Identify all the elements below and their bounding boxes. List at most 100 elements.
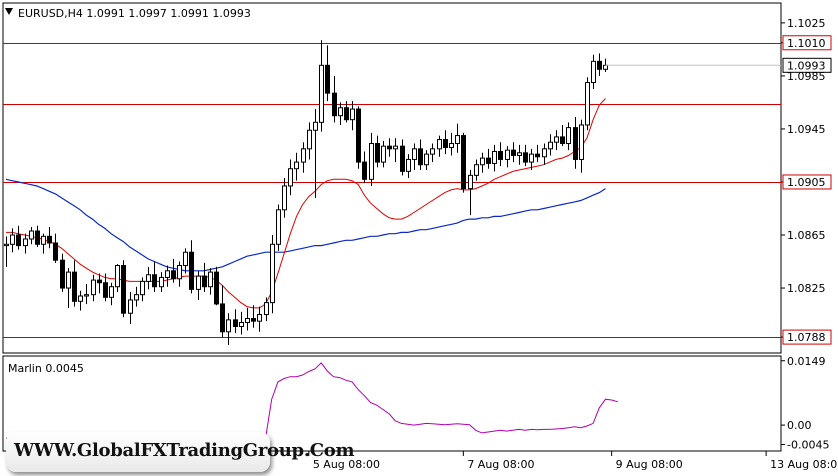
candle-bull [282, 185, 287, 211]
candle-bear [251, 318, 256, 322]
candle-bull [146, 274, 151, 282]
candle-bull [84, 294, 89, 297]
candle-bull [294, 161, 299, 170]
candle-bear [72, 271, 77, 302]
candle-bull [338, 107, 343, 117]
candle-bear [121, 265, 126, 314]
candle-bull [301, 148, 306, 163]
candle-bear [535, 153, 540, 158]
candle-bear [233, 319, 238, 327]
watermark-box [6, 432, 270, 472]
candle-bull [492, 150, 497, 164]
candle-bull [270, 243, 275, 304]
candle-bear [486, 157, 491, 164]
price-tick-label: 1.0905 [787, 176, 826, 189]
candle-bear [356, 108, 361, 163]
candle-bull [239, 322, 244, 327]
price-tick-label: 1.1010 [787, 37, 826, 50]
candle-bull [455, 135, 460, 145]
candle-bull [393, 145, 398, 150]
candle-bear [171, 270, 176, 280]
candle-bear [332, 92, 337, 117]
candle-bull [369, 143, 374, 180]
candle-bull [140, 280, 145, 296]
candle-bull [585, 82, 590, 126]
symbol-header: EURUSD,H4 1.0991 1.0997 1.0991 1.0993 [18, 7, 251, 20]
candle-bull [276, 209, 281, 245]
candle-bull [165, 270, 170, 278]
candle-bull [542, 148, 547, 158]
price-tick-label: 1.0985 [787, 70, 826, 83]
price-axis: 1.1025 1.1010 1.0985 1.0945 1.0905 1.0865 1.08… [605, 17, 832, 345]
candle-bear [400, 145, 405, 172]
time-tick-label: 5 Aug 08:00 [313, 458, 380, 471]
candle-bear [97, 279, 102, 284]
indicator-tick-label: 0.00 [787, 419, 812, 432]
candle-bear [214, 271, 219, 305]
candle-bull [264, 302, 269, 316]
price-tick-label: 1.0788 [787, 331, 826, 344]
candle-bull [78, 295, 83, 302]
price-tick-label: 1.0865 [787, 229, 826, 242]
candle-bull [208, 271, 213, 288]
candle-bull [474, 164, 479, 176]
candle-bull [603, 64, 608, 70]
current-price-label: 1.0993 [787, 59, 826, 72]
candle-bear [573, 127, 578, 160]
candle-bull [313, 121, 318, 131]
time-tick-label: 13 Aug 08:00 [770, 458, 838, 471]
candle-bull [226, 319, 231, 333]
time-tick-label: 7 Aug 08:00 [467, 458, 534, 471]
candle-bull [517, 152, 522, 156]
candle-bull [288, 168, 293, 187]
candle-bear [53, 242, 58, 261]
candle-bear [560, 136, 565, 145]
candle-bear [443, 139, 448, 149]
candle-bear [362, 161, 367, 180]
candle-bull [159, 276, 164, 288]
candle-bear [511, 149, 516, 156]
indicator-pane-frame [2, 355, 782, 452]
collapse-triangle-icon[interactable] [5, 8, 13, 15]
candle-bear [220, 303, 225, 333]
candle-bear [344, 107, 349, 121]
candle-bear [202, 275, 207, 288]
candle-bull [424, 153, 429, 166]
candle-bull [29, 230, 34, 240]
candle-bull [319, 64, 324, 123]
indicator-tick-label: -0.0045 [787, 439, 829, 452]
candle-bull [4, 243, 9, 247]
candle-bear [597, 60, 602, 70]
candle-bull [257, 314, 262, 322]
candle-bear [498, 150, 503, 160]
level-price-box [782, 329, 832, 345]
candle-bear [103, 282, 108, 298]
main-pane-frame [2, 2, 782, 354]
time-tick-label: 9 Aug 08:00 [616, 458, 683, 471]
price-tick-label: 1.0825 [787, 282, 826, 295]
candle-bull [548, 141, 553, 150]
candle-bull [66, 271, 71, 289]
candle-bull [115, 265, 120, 288]
level-price-box [782, 174, 832, 190]
candle-bull [350, 108, 355, 121]
candle-bull [554, 136, 559, 143]
candle-bull [183, 251, 188, 267]
current-price-box [782, 57, 832, 73]
ma-fast-line [6, 98, 606, 309]
candle-bull [529, 153, 534, 163]
candle-bull [412, 148, 417, 160]
candle-bull [381, 145, 386, 163]
level-price-box [782, 35, 832, 51]
candle-bull [10, 234, 15, 245]
candle-bear [418, 148, 423, 166]
candle-bull [177, 265, 182, 280]
candle-bear [35, 230, 40, 245]
candle-bull [437, 139, 442, 150]
candle-bear [47, 235, 52, 244]
candle-bull [505, 149, 510, 160]
candle-bull [245, 318, 250, 324]
ma-slow-line [5, 178, 606, 272]
candle-bear [16, 234, 21, 247]
